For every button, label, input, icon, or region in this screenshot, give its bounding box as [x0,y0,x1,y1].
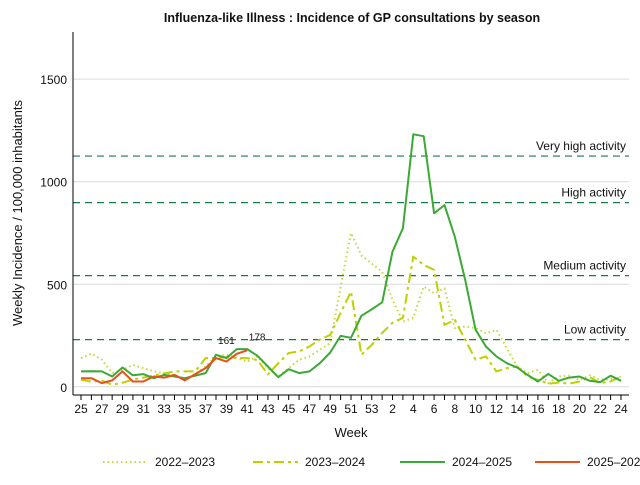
threshold-label: Low activity [564,323,626,337]
x-tick-label: 22 [594,402,608,416]
legend-label: 2022–2023 [155,455,215,469]
x-tick-label: 37 [199,402,213,416]
threshold-label: High activity [561,186,626,200]
x-tick-label: 25 [74,402,88,416]
x-tick-label: 31 [137,402,151,416]
legend-label: 2023–2024 [305,455,365,469]
y-tick-label: 500 [47,278,67,292]
data-label: 161 [218,336,235,347]
x-tick-label: 4 [410,402,417,416]
x-tick-label: 35 [178,402,192,416]
x-tick-label: 27 [95,402,109,416]
x-tick-label: 29 [116,402,130,416]
y-tick-label: 0 [60,381,67,395]
x-tick-label: 8 [452,402,459,416]
x-tick-label: 39 [220,402,234,416]
chart-title: Influenza-like Illness : Incidence of GP… [164,11,540,25]
x-axis-label: Week [335,425,368,440]
x-tick-label: 6 [431,402,438,416]
x-tick-label: 12 [490,402,504,416]
x-tick-label: 20 [573,402,587,416]
x-tick-label: 14 [510,402,524,416]
x-tick-label: 16 [531,402,545,416]
threshold-label: Very high activity [536,139,626,153]
x-tick-label: 51 [344,402,358,416]
x-tick-label: 24 [614,402,628,416]
threshold-label: Medium activity [543,259,626,273]
series-line-2025–2026 [81,349,248,385]
legend-label: 2024–2025 [452,455,512,469]
x-tick-label: 49 [324,402,338,416]
x-tick-label: 41 [240,402,254,416]
y-tick-label: 1000 [40,176,67,190]
x-tick-label: 2 [389,402,396,416]
x-tick-label: 43 [261,402,275,416]
x-tick-label: 18 [552,402,566,416]
y-tick-label: 1500 [40,73,67,87]
legend-label: 2025–2026 [587,455,640,469]
x-tick-label: 47 [303,402,317,416]
x-tick-label: 45 [282,402,296,416]
x-tick-label: 33 [157,402,171,416]
x-tick-label: 10 [469,402,483,416]
x-tick-label: 53 [365,402,379,416]
data-label: 178 [249,332,266,343]
y-axis-label: Weekly Incidence / 100,000 inhabitants [10,100,25,326]
series-line-2022–2023 [80,232,622,385]
series-line-2024–2025 [80,133,622,384]
